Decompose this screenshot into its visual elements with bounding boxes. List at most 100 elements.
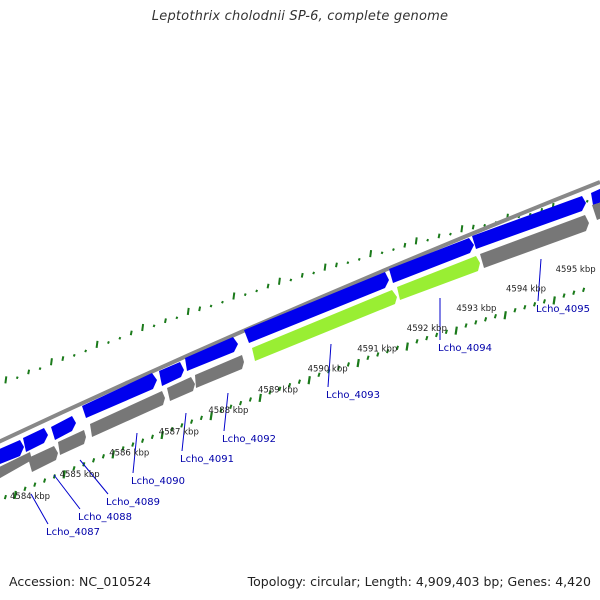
gc-skew-mark — [437, 233, 441, 239]
gc-skew-mark — [152, 324, 156, 328]
minor-kbp-tick — [415, 339, 419, 344]
kbp-tick-label: 4594 kbp — [506, 285, 546, 295]
gene-arrow[interactable] — [90, 391, 165, 437]
kbp-tick-label: 4593 kbp — [456, 304, 496, 314]
gc-skew-mark — [323, 263, 327, 271]
gene-arrow[interactable] — [0, 440, 24, 466]
gc-skew-mark — [449, 232, 452, 236]
gene-arrow[interactable] — [244, 272, 389, 343]
gene-arrow[interactable] — [51, 416, 76, 440]
kbp-tick-label: 4592 kbp — [407, 324, 447, 334]
gene-label-lcho-4087[interactable]: Lcho_4087 — [46, 527, 100, 538]
gene-leader-line — [181, 412, 187, 452]
kbp-tick-label: 4585 kbp — [60, 470, 100, 480]
minor-kbp-tick — [337, 365, 341, 371]
gene-arrow[interactable] — [389, 238, 474, 283]
minor-kbp-tick — [288, 382, 292, 388]
gc-skew-mark — [403, 242, 407, 248]
gene-arrow[interactable] — [472, 196, 586, 249]
gene-leader-line — [223, 392, 229, 432]
minor-kbp-tick — [131, 442, 135, 447]
gc-skew-mark — [585, 199, 589, 203]
gene-arrow-lcho-4093[interactable] — [252, 290, 397, 361]
gene-arrow[interactable] — [591, 188, 600, 205]
gc-skew-mark — [15, 376, 19, 380]
minor-kbp-tick — [542, 299, 546, 304]
major-kbp-tick — [13, 490, 17, 500]
gc-skew-mark — [164, 318, 167, 324]
gene-arrow[interactable] — [480, 215, 589, 268]
gc-skew-mark — [369, 250, 373, 258]
forward-strand-track — [0, 188, 600, 466]
gene-label-lcho-4090[interactable]: Lcho_4090 — [131, 476, 185, 487]
gene-arrow[interactable] — [195, 355, 244, 388]
minor-kbp-tick — [150, 434, 154, 440]
gc-skew-mark — [38, 367, 42, 371]
major-kbp-tick — [62, 470, 66, 479]
gc-skew-mark — [209, 304, 213, 308]
gene-arrow[interactable] — [23, 428, 48, 452]
gene-label-lcho-4089[interactable]: Lcho_4089 — [106, 497, 160, 508]
gc-skew-mark — [312, 271, 316, 275]
gene-arrow[interactable] — [58, 430, 86, 455]
gc-skew-mark — [186, 307, 190, 316]
gene-label-lcho-4091[interactable]: Lcho_4091 — [180, 454, 234, 465]
gene-arrow[interactable] — [185, 337, 238, 371]
major-kbp-tick — [209, 411, 213, 421]
gene-leader-line — [327, 343, 332, 388]
minor-kbp-tick — [513, 307, 517, 313]
gc-skew-mark — [255, 289, 259, 293]
gc-skew-mark — [300, 272, 304, 278]
gene-arrow-lcho-4094[interactable] — [397, 256, 480, 300]
kbp-tick-label: 4591 kbp — [357, 344, 397, 354]
gene-label-lcho-4093[interactable]: Lcho_4093 — [326, 390, 380, 401]
gene-arrow[interactable] — [0, 452, 32, 481]
gc-skew-mark — [27, 369, 31, 375]
kbp-tick-label: 4587 kbp — [159, 427, 199, 437]
minor-kbp-tick — [395, 345, 399, 351]
gc-skew-mark — [357, 257, 361, 261]
gene-arrow[interactable] — [28, 446, 58, 472]
minor-kbp-tick — [3, 494, 7, 500]
minor-kbp-tick — [444, 329, 448, 335]
minor-kbp-tick — [52, 474, 56, 479]
minor-kbp-tick — [219, 408, 223, 413]
minor-kbp-tick — [376, 352, 380, 357]
major-kbp-tick — [552, 296, 556, 305]
gene-label-lcho-4094[interactable]: Lcho_4094 — [438, 343, 492, 354]
gc-skew-mark — [289, 278, 293, 282]
gc-skew-mark — [346, 261, 350, 265]
gc-skew-mark — [129, 330, 133, 336]
minor-kbp-tick — [33, 482, 37, 487]
gc-skew-mark — [221, 300, 224, 304]
gene-arrow[interactable] — [167, 377, 195, 401]
gene-label-lcho-4088[interactable]: Lcho_4088 — [78, 512, 132, 523]
gene-arrow[interactable] — [82, 373, 157, 418]
minor-kbp-tick — [72, 466, 76, 471]
gc-skew-mark — [483, 223, 487, 227]
gene-label-lcho-4095[interactable]: Lcho_4095 — [536, 304, 590, 315]
kbp-tick-labels: 4584 kbp 4585 kbp 4586 kbp 4587 kbp 4588 kbp… — [10, 265, 596, 502]
gc-skew-mark — [392, 248, 395, 252]
map-title: Leptothrix cholodnii SP-6, complete geno… — [151, 9, 449, 24]
minor-kbp-tick — [239, 400, 243, 406]
gene-arrow[interactable] — [159, 362, 184, 386]
gc-skew-mark — [460, 225, 464, 233]
gene-leader-line — [79, 459, 109, 495]
gene-labels: Lcho_4087 Lcho_4088 Lcho_4089 Lcho_4090 Lcho… — [46, 304, 590, 538]
minor-kbp-tick — [464, 323, 468, 328]
gene-arrow[interactable] — [592, 202, 600, 220]
major-kbp-tick — [307, 376, 311, 385]
minor-kbp-tick — [92, 458, 96, 463]
gc-skew-mark — [471, 224, 475, 230]
minor-kbp-tick — [366, 355, 370, 361]
genome-summary-text: Topology: circular; Length: 4,909,403 bp… — [247, 574, 591, 589]
gc-skew-mark — [118, 336, 122, 340]
minor-kbp-tick — [101, 454, 105, 459]
gc-skew-mark — [232, 292, 236, 300]
gene-label-lcho-4092[interactable]: Lcho_4092 — [222, 434, 276, 445]
minor-kbp-tick — [435, 332, 439, 338]
minor-kbp-tick — [523, 304, 527, 310]
minor-kbp-tick — [386, 348, 390, 354]
